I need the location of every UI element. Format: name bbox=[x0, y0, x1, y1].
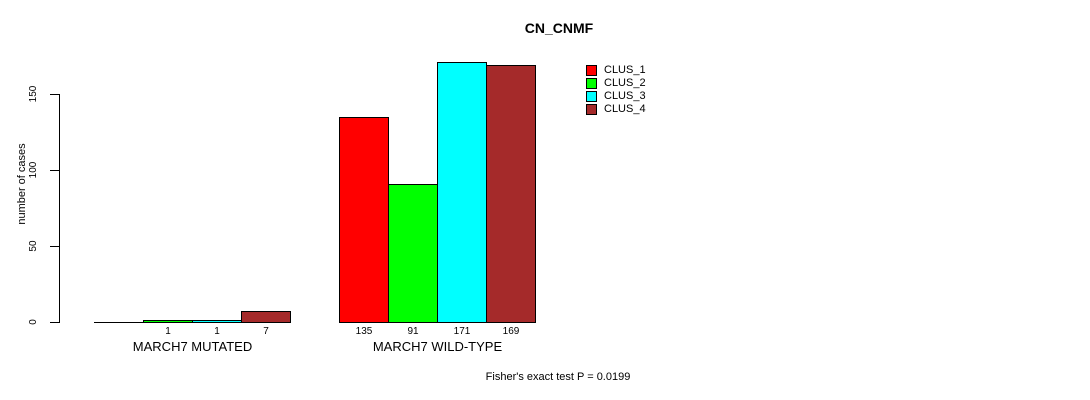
legend-item: CLUS_3 bbox=[586, 91, 646, 102]
bar-value-label: 135 bbox=[355, 326, 373, 337]
bar-value-label: 1 bbox=[165, 326, 171, 337]
y-tick-label: 100 bbox=[28, 161, 39, 179]
bar-value-label: 169 bbox=[502, 326, 520, 337]
y-tick-mark bbox=[50, 246, 59, 247]
bar-value-label: 7 bbox=[263, 326, 269, 337]
bar-value-label: 91 bbox=[407, 326, 419, 337]
y-tick-label: 50 bbox=[28, 240, 39, 252]
legend-label: CLUS_2 bbox=[604, 77, 646, 89]
legend: CLUS_1 CLUS_2 CLUS_3 CLUS_4 bbox=[586, 65, 646, 117]
bar-clus_1 bbox=[94, 322, 144, 323]
legend-item: CLUS_2 bbox=[586, 78, 646, 89]
bar-value-label: 1 bbox=[214, 326, 220, 337]
bar-clus_3 bbox=[192, 320, 242, 323]
bar-clus_1 bbox=[339, 117, 389, 323]
legend-item: CLUS_4 bbox=[586, 104, 646, 115]
y-tick-label: 0 bbox=[28, 319, 39, 325]
legend-swatch-icon bbox=[586, 104, 597, 115]
bar-clus_3 bbox=[437, 62, 487, 323]
bar-value-label: 171 bbox=[453, 326, 471, 337]
legend-label: CLUS_3 bbox=[604, 90, 646, 102]
group-label: MARCH7 WILD-TYPE bbox=[372, 339, 503, 354]
legend-swatch-icon bbox=[586, 91, 597, 102]
bar-clus_4 bbox=[241, 311, 291, 323]
y-tick-mark bbox=[50, 322, 59, 323]
legend-item: CLUS_1 bbox=[586, 65, 646, 76]
legend-swatch-icon bbox=[586, 78, 597, 89]
legend-label: CLUS_4 bbox=[604, 103, 646, 115]
chart-title: CN_CNMF bbox=[524, 20, 594, 36]
bar-clus_4 bbox=[486, 65, 536, 323]
group-label: MARCH7 MUTATED bbox=[132, 339, 253, 354]
footnote: Fisher's exact test P = 0.0199 bbox=[485, 371, 631, 383]
y-axis-line bbox=[59, 94, 60, 323]
bar-clus_2 bbox=[143, 320, 193, 323]
legend-label: CLUS_1 bbox=[604, 64, 646, 76]
bar-clus_2 bbox=[388, 184, 438, 323]
y-tick-label: 150 bbox=[28, 85, 39, 103]
y-tick-mark bbox=[50, 170, 59, 171]
y-tick-mark bbox=[50, 94, 59, 95]
legend-swatch-icon bbox=[586, 65, 597, 76]
